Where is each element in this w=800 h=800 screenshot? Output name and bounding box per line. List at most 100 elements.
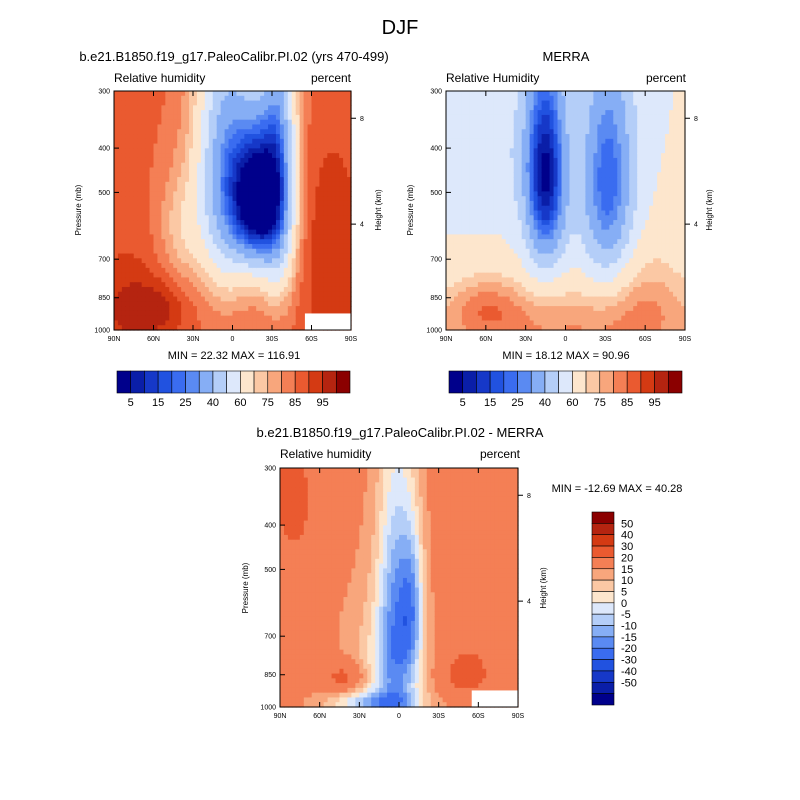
contour-cell: [569, 100, 575, 106]
contour-cell: [537, 119, 543, 126]
contour-cell: [533, 306, 539, 312]
contour-cell: [501, 100, 507, 106]
contour-cell: [521, 191, 527, 197]
contour-cell: [461, 310, 467, 317]
contour-cell: [121, 196, 127, 202]
contour-cell: [461, 243, 467, 250]
contour-cell: [275, 320, 281, 326]
contour-cell: [569, 124, 575, 130]
contour-cell: [557, 243, 563, 250]
contour-cell: [204, 310, 210, 317]
contour-cell: [256, 196, 261, 202]
contour-cell: [541, 320, 547, 326]
contour-cell: [133, 272, 139, 279]
contour-cell: [561, 215, 567, 221]
contour-cell: [335, 167, 340, 173]
contour-cell: [287, 95, 293, 102]
contour-cell: [117, 162, 123, 169]
contour-cell: [347, 100, 352, 106]
contour-cell: [449, 167, 455, 173]
contour-cell: [593, 200, 598, 207]
contour-cell: [473, 100, 479, 106]
contour-cell: [153, 138, 159, 145]
contour-cell: [196, 114, 202, 121]
contour-cell: [264, 143, 269, 149]
contour-cell: [121, 162, 127, 169]
contour-cell: [323, 220, 328, 226]
contour-cell: [549, 105, 555, 111]
contour-cell: [200, 181, 206, 188]
contour-cell: [339, 267, 344, 274]
contour-cell: [200, 253, 206, 259]
contour-cell: [236, 200, 241, 207]
contour-cell: [545, 239, 551, 245]
contour-cell: [537, 296, 543, 302]
contour-cell: [585, 181, 590, 188]
contour-cell: [569, 215, 575, 221]
contour-cell: [525, 105, 531, 111]
contour-cell: [307, 186, 313, 192]
contour-cell: [193, 310, 198, 317]
contour-cell: [208, 315, 214, 322]
contour-cell: [260, 258, 265, 264]
contour-cell: [473, 138, 479, 145]
contour-cell: [347, 239, 352, 245]
contour-cell: [204, 191, 210, 197]
contour-cell: [327, 191, 332, 197]
contour-cell: [200, 320, 206, 326]
contour-cell: [553, 224, 559, 231]
contour-cell: [299, 291, 305, 298]
contour-cell: [541, 205, 547, 212]
contour-cell: [220, 196, 226, 202]
contour-cell: [216, 134, 222, 140]
contour-cell: [331, 215, 336, 221]
contour-cell: [145, 138, 151, 145]
contour-cell: [224, 282, 230, 288]
contour-cell: [248, 177, 253, 183]
contour-cell: [541, 229, 547, 235]
contour-cell: [315, 229, 320, 235]
contour-cell: [275, 138, 281, 145]
contour-cell: [529, 224, 535, 231]
contour-cell: [449, 301, 455, 307]
contour-cell: [133, 200, 139, 207]
contour-cell: [545, 95, 551, 102]
contour-cell: [165, 272, 170, 279]
contour-cell: [549, 315, 555, 322]
contour-cell: [169, 134, 174, 140]
contour-cell: [557, 177, 563, 183]
contour-cell: [252, 148, 257, 154]
contour-cell: [585, 148, 590, 154]
contour-cell: [121, 143, 127, 149]
contour-cell: [141, 138, 147, 145]
contour-cell: [319, 296, 324, 302]
contour-cell: [157, 167, 162, 173]
contour-cell: [185, 263, 190, 269]
contour-cell: [489, 253, 495, 259]
contour-cell: [449, 267, 455, 274]
contour-cell: [581, 124, 587, 130]
contour-cell: [339, 167, 344, 173]
contour-cell: [149, 248, 155, 255]
contour-cell: [327, 277, 332, 283]
contour-cell: [157, 100, 162, 106]
contour-cell: [505, 119, 511, 126]
contour-cell: [489, 282, 495, 288]
contour-cell: [177, 200, 182, 207]
contour-cell: [569, 157, 575, 164]
contour-cell: [200, 243, 206, 250]
contour-cell: [153, 148, 159, 154]
contour-cell: [335, 263, 340, 269]
contour-cell: [268, 196, 273, 202]
contour-cell: [236, 181, 241, 188]
contour-cell: [477, 114, 483, 121]
contour-cell: [153, 234, 159, 240]
contour-cell: [149, 325, 155, 331]
contour-cell: [169, 200, 174, 207]
contour-cell: [141, 114, 147, 121]
contour-cell: [477, 196, 483, 202]
contour-cell: [129, 167, 135, 173]
contour-cell: [323, 229, 328, 235]
contour-cell: [569, 181, 575, 188]
contour-cell: [165, 267, 170, 274]
